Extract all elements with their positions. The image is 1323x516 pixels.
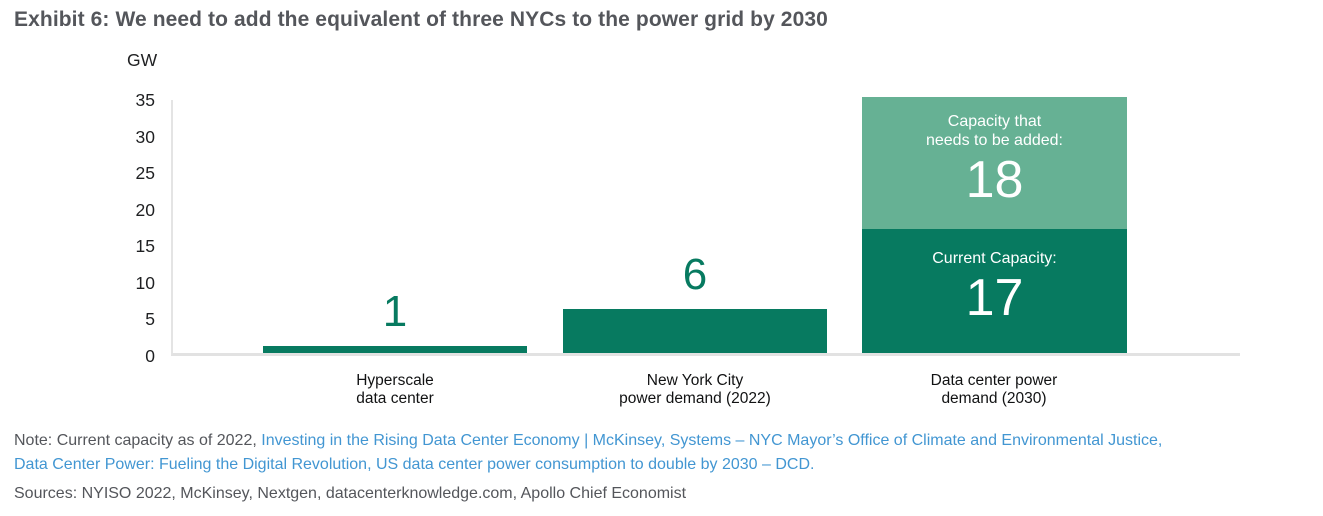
y-tick-label: 35 (135, 90, 155, 110)
y-axis-ticks: 35 30 25 20 15 10 5 0 (100, 90, 155, 366)
segment-capacity-to-add-value: 18 (965, 151, 1024, 209)
segment-current-capacity-caption: Current Capacity: (932, 250, 1057, 267)
y-tick-label: 25 (135, 163, 155, 184)
plot-area: 1 6 Capacity that needs to be added: 18 … (171, 97, 1240, 356)
y-tick-label: 5 (145, 309, 155, 330)
chart-title: Exhibit 6: We need to add the equivalent… (14, 8, 828, 31)
y-tick-label: 10 (135, 272, 155, 293)
note-link[interactable]: Investing in the Rising Data Center Econ… (261, 432, 661, 449)
note-link[interactable]: Systems – NYC Mayor’s Office of Climate … (669, 432, 1163, 449)
sources-line: Sources: NYISO 2022, McKinsey, Nextgen, … (14, 485, 687, 502)
segment-capacity-to-add: Capacity that needs to be added: 18 (862, 97, 1127, 229)
note-link[interactable]: US data center power consumption to doub… (375, 456, 815, 473)
note-line: Note: Current capacity as of 2022, Inves… (14, 429, 1319, 453)
y-tick-label: 30 (135, 126, 155, 147)
y-tick-label: 15 (135, 236, 155, 257)
note-text: Note: Current capacity as of 2022, (14, 432, 262, 449)
note-link[interactable]: Data Center Power: Fueling the Digital R… (14, 456, 368, 473)
y-tick-label: 0 (145, 345, 155, 366)
note-line: Data Center Power: Fueling the Digital R… (14, 453, 1319, 477)
y-axis-unit-label: GW (127, 50, 158, 70)
segment-current-capacity: Current Capacity: 17 (862, 229, 1127, 353)
x-axis-label-nyc: New York City power demand (2022) (619, 372, 771, 407)
bar-value-label-hyperscale: 1 (382, 287, 408, 336)
x-axis-label-hyperscale: Hyperscale data center (356, 372, 434, 407)
bar-data-center-demand-2030: Capacity that needs to be added: 18 Curr… (862, 97, 1127, 353)
bar-hyperscale-data-center (263, 346, 527, 353)
bar-nyc-power-demand (563, 309, 827, 353)
note-link[interactable]: , (367, 456, 376, 473)
segment-current-capacity-value: 17 (965, 269, 1024, 327)
y-tick-label: 20 (135, 199, 155, 220)
note-link[interactable]: , (660, 432, 670, 449)
x-axis-label-data-center-2030: Data center power demand (2030) (930, 372, 1058, 407)
segment-capacity-to-add-caption: Capacity that needs to be added: (925, 113, 1063, 149)
note: Note: Current capacity as of 2022, Inves… (14, 429, 1319, 477)
bar-value-label-nyc: 6 (682, 250, 708, 299)
